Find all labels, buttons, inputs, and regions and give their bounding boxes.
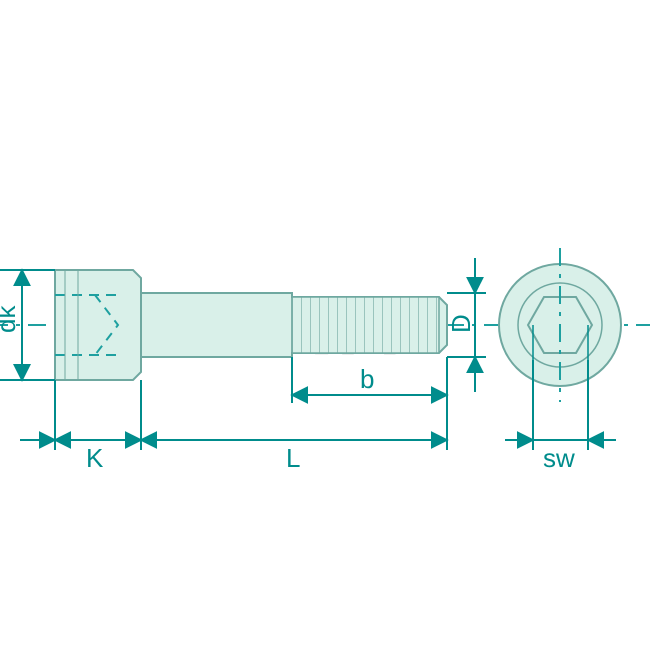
thread-region [292, 297, 439, 353]
screw-end-view [499, 248, 621, 402]
dim-L: L [141, 440, 447, 473]
label-dk: dk [0, 305, 21, 333]
dim-dk: dk [0, 270, 55, 380]
label-D: D [446, 314, 476, 333]
screw-head [55, 270, 141, 380]
dim-K: K [20, 440, 141, 473]
label-b: b [360, 364, 374, 394]
label-K: K [86, 443, 104, 473]
dim-D: D [446, 258, 486, 392]
label-sw: sw [543, 443, 575, 473]
diagram-svg: GR A [0, 0, 650, 650]
label-L: L [286, 443, 300, 473]
